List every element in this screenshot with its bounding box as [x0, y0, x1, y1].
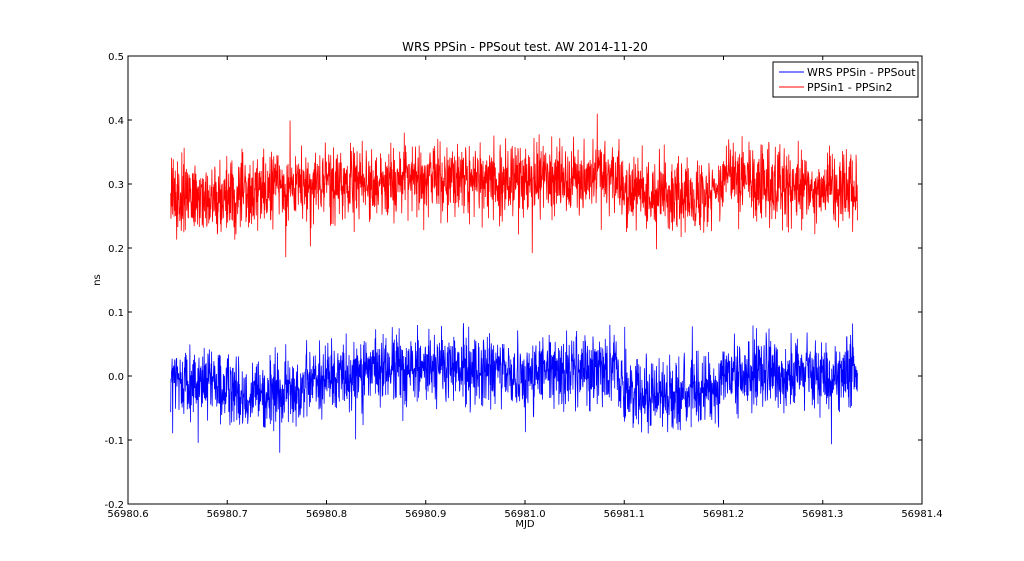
y-tick-label: 0.4 — [108, 116, 124, 127]
legend-label-1: PPSin1 - PPSin2 — [807, 81, 893, 94]
legend-box — [772, 61, 919, 98]
y-tick-label: 0.5 — [108, 52, 124, 63]
x-tick-label: 56981.0 — [504, 509, 545, 520]
x-tick-label: 56980.7 — [207, 509, 248, 520]
x-tick-label: 56980.9 — [405, 509, 446, 520]
y-tick-label: -0.2 — [104, 500, 124, 511]
y-tick-label: 0.3 — [108, 180, 124, 191]
x-tick-label: 56980.8 — [306, 509, 347, 520]
series-line-0 — [170, 323, 858, 453]
legend-label-0: WRS PPSin - PPSout — [807, 66, 916, 79]
legend: WRS PPSin - PPSout PPSin1 - PPSin2 — [772, 61, 919, 98]
series-layer — [170, 113, 858, 453]
x-axis-label: MJD — [515, 519, 535, 530]
series-line-1 — [170, 113, 858, 258]
x-tick-label: 56981.4 — [901, 509, 942, 520]
y-axis-label: ns — [92, 274, 103, 286]
x-tick-label: 56981.1 — [604, 509, 645, 520]
y-tick-label: -0.1 — [104, 436, 124, 447]
y-tick-label: 0.1 — [108, 308, 124, 319]
x-tick-label: 56981.2 — [703, 509, 744, 520]
chart-title: WRS PPSin - PPSout test. AW 2014-11-20 — [402, 40, 648, 54]
x-tick-label: 56981.3 — [802, 509, 843, 520]
x-tick-label: 56980.6 — [107, 509, 148, 520]
y-tick-label: 0.2 — [108, 244, 124, 255]
tick-layer: 56980.6 56980.7 56980.8 56980.9 56981.0 56981… — [104, 52, 942, 520]
y-tick-label: 0.0 — [108, 372, 124, 383]
